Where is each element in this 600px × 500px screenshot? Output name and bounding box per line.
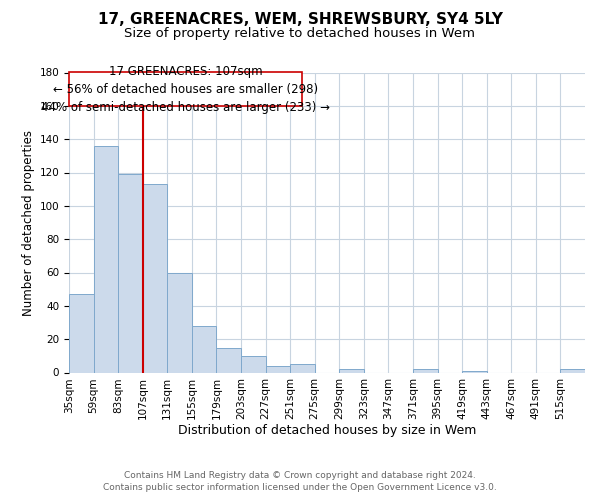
X-axis label: Distribution of detached houses by size in Wem: Distribution of detached houses by size …: [178, 424, 476, 436]
Bar: [69, 72, 302, 106]
Bar: [192, 326, 217, 372]
Bar: [560, 369, 585, 372]
Bar: [339, 369, 364, 372]
Bar: [266, 366, 290, 372]
Y-axis label: Number of detached properties: Number of detached properties: [22, 130, 35, 316]
Bar: [143, 184, 167, 372]
Bar: [413, 369, 437, 372]
Text: Contains HM Land Registry data © Crown copyright and database right 2024.
Contai: Contains HM Land Registry data © Crown c…: [103, 471, 497, 492]
Bar: [217, 348, 241, 372]
Bar: [167, 272, 192, 372]
Bar: [290, 364, 315, 372]
Bar: [69, 294, 94, 372]
Text: 17 GREENACRES: 107sqm
← 56% of detached houses are smaller (298)
44% of semi-det: 17 GREENACRES: 107sqm ← 56% of detached …: [41, 64, 330, 114]
Bar: [118, 174, 143, 372]
Bar: [94, 146, 118, 372]
Text: Size of property relative to detached houses in Wem: Size of property relative to detached ho…: [125, 28, 476, 40]
Bar: [462, 371, 487, 372]
Bar: [241, 356, 266, 372]
Text: 17, GREENACRES, WEM, SHREWSBURY, SY4 5LY: 17, GREENACRES, WEM, SHREWSBURY, SY4 5LY: [97, 12, 503, 28]
